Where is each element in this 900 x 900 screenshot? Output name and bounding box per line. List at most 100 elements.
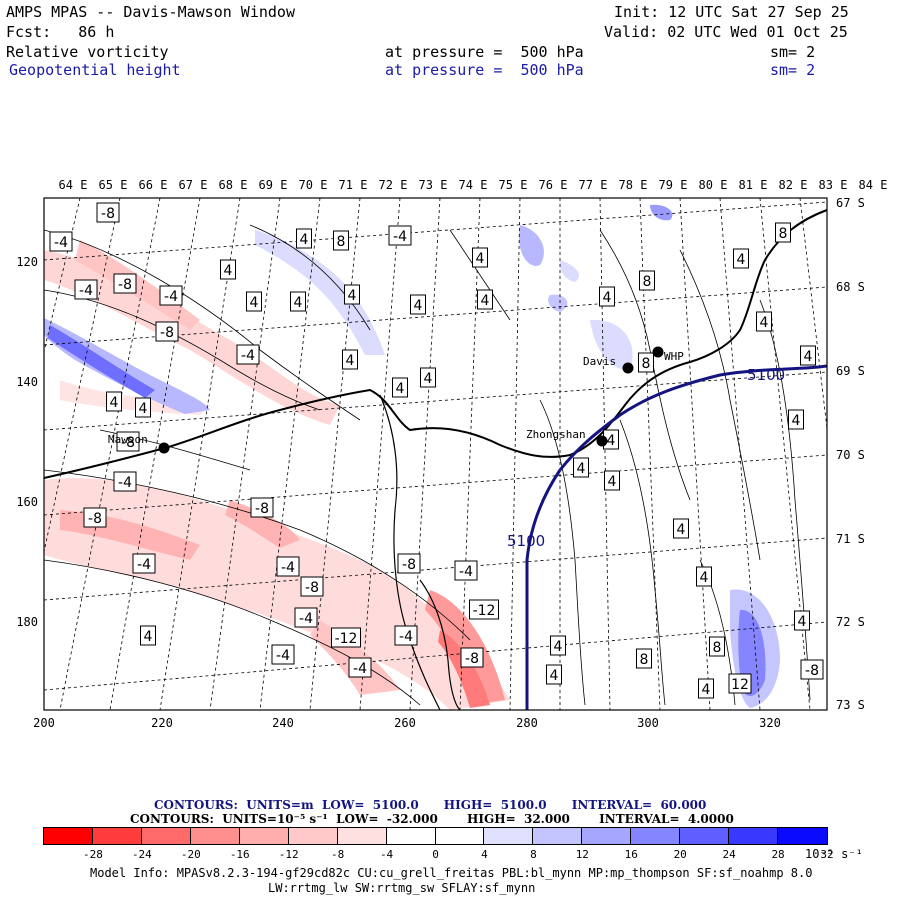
vorticity-label-box xyxy=(460,647,484,668)
vorticity-label: 8 xyxy=(640,652,649,668)
y-tick-label: 160 xyxy=(16,495,38,509)
x-tick-label: 320 xyxy=(759,716,781,730)
top-lon-label: 68 E xyxy=(219,178,248,192)
top-lon-label: 81 E xyxy=(739,178,768,192)
vorticity-label-box xyxy=(733,248,749,269)
vorticity-label-box xyxy=(728,673,752,694)
lat-label: 70 S xyxy=(836,448,865,462)
colorbar-tick-label: 32 xyxy=(820,848,834,861)
vorticity-label-box xyxy=(420,367,436,388)
vorticity-label-group: -4 -4 -4 -8 -4 -8 -4 -8 4 8 -4 8 4 4 4 4 4 4 4 4 4 -8 -8 -4 -8 -4… xyxy=(49,202,824,699)
vorticity-label: 4 xyxy=(396,381,405,397)
vorticity-label-box xyxy=(344,284,360,305)
vorticity-label-box xyxy=(794,610,810,631)
height-contour-label: 5100 xyxy=(747,366,785,384)
top-lon-label: 67 E xyxy=(179,178,208,192)
vorticity-label-box xyxy=(246,291,262,312)
lat-label: 72 S xyxy=(836,615,865,629)
y-tick-label: 180 xyxy=(16,615,38,629)
vorticity-label-box xyxy=(698,678,714,699)
vorticity-label: 4 xyxy=(608,474,617,490)
model-info-physics: LW:rrtmg_lw SW:rrtmg_sw SFLAY:sf_mynn xyxy=(268,881,536,895)
vorticity-label-box xyxy=(83,507,107,528)
colorbar-tick-label: -24 xyxy=(131,848,152,861)
field1-pressure: at pressure = 500 hPa xyxy=(385,43,584,61)
x-tick-label: 240 xyxy=(272,716,294,730)
plot-title: AMPS MPAS -- Davis-Mawson Window xyxy=(6,3,295,21)
vorticity-label-box xyxy=(639,270,655,291)
vorticity-label: -8 xyxy=(255,501,269,517)
field2-pressure: at pressure = 500 hPa xyxy=(385,61,584,79)
vorticity-label: -8 xyxy=(402,557,416,573)
vorticity-label: -8 xyxy=(101,206,115,222)
colorbar-cell xyxy=(287,827,339,845)
top-lon-label: 82 E xyxy=(779,178,808,192)
vorticity-label-box xyxy=(775,222,791,243)
vorticity-label-box xyxy=(392,377,408,398)
colorbar-cell xyxy=(385,827,437,845)
vorticity-label: -8 xyxy=(88,511,102,527)
vorticity-label: -4 xyxy=(137,557,151,573)
vorticity-label-box xyxy=(135,397,151,418)
vorticity-label: 12 xyxy=(731,677,749,693)
vorticity-label-box xyxy=(271,644,295,665)
vorticity-label-box xyxy=(394,625,418,646)
vorticity-label: 4 xyxy=(346,353,355,369)
vorticity-label-box xyxy=(397,553,421,574)
vorticity-label: 4 xyxy=(294,295,303,311)
vorticity-label-box xyxy=(290,291,306,312)
vorticity-label: 4 xyxy=(798,614,807,630)
vorticity-label-box xyxy=(550,635,566,656)
colorbar-tick-label: -8 xyxy=(331,848,345,861)
lat-label: 67 S xyxy=(836,196,865,210)
top-lon-label: 83 E xyxy=(819,178,848,192)
vorticity-label: 4 xyxy=(702,682,711,698)
lat-label: 69 S xyxy=(836,364,865,378)
x-tick-label: 280 xyxy=(516,716,538,730)
lat-label: 71 S xyxy=(836,532,865,546)
vorticity-label: -4 xyxy=(459,564,473,580)
vorticity-label-box xyxy=(788,409,804,430)
vorticity-label: 4 xyxy=(300,232,309,248)
vorticity-label-box xyxy=(140,625,156,646)
field2-name: Geopotential height xyxy=(9,61,181,79)
vorticity-label-box xyxy=(116,431,140,452)
vorticity-label-box xyxy=(74,279,98,300)
station-marker xyxy=(622,362,634,374)
vorticity-label: 4 xyxy=(677,522,686,538)
init-time: Init: 12 UTC Sat 27 Sep 25 xyxy=(614,3,849,21)
colorbar-cell xyxy=(679,827,731,845)
vorticity-label: -8 xyxy=(121,435,135,451)
coastline xyxy=(44,209,827,479)
top-lon-label: 79 E xyxy=(659,178,688,192)
vorticity-label: -4 xyxy=(299,611,313,627)
colorbar-tick-label: 16 xyxy=(624,848,638,861)
vorticity-label: 4 xyxy=(550,668,559,684)
top-lon-label: 78 E xyxy=(619,178,648,192)
colorbar-tick-label: 0 xyxy=(432,848,439,861)
field2-smoothing: sm= 2 xyxy=(770,61,816,79)
station-name: Mawson xyxy=(108,433,148,446)
vorticity-label-box xyxy=(294,607,318,628)
top-lon-label: 80 E xyxy=(699,178,728,192)
top-lon-label: 65 E xyxy=(99,178,128,192)
colorbar-units: 10⁻⁵ s⁻¹ xyxy=(805,847,863,861)
lat-label: 73 S xyxy=(836,698,865,712)
vorticity-label: -8 xyxy=(805,663,819,679)
vorticity-label-box xyxy=(296,228,312,249)
vorticity-label: 4 xyxy=(737,252,746,268)
height-contour-label: 5100 xyxy=(507,532,545,550)
ice-shelf-edge xyxy=(379,394,441,710)
model-info: Model Info: MPASv8.2.3-194-gf29cd82c CU:… xyxy=(90,866,813,880)
vorticity-label: 4 xyxy=(224,263,233,279)
top-lon-label: 84 E xyxy=(859,178,888,192)
geopotential-height-contour xyxy=(525,364,827,710)
vorticity-label: -8 xyxy=(465,651,479,667)
vorticity-label: 8 xyxy=(713,640,722,656)
y-tick-label: 140 xyxy=(16,375,38,389)
station-name: Zhongshan xyxy=(526,428,586,441)
vorticity-label: -4 xyxy=(276,648,290,664)
colorbar-cell xyxy=(140,827,192,845)
vorticity-label: 4 xyxy=(110,395,119,411)
